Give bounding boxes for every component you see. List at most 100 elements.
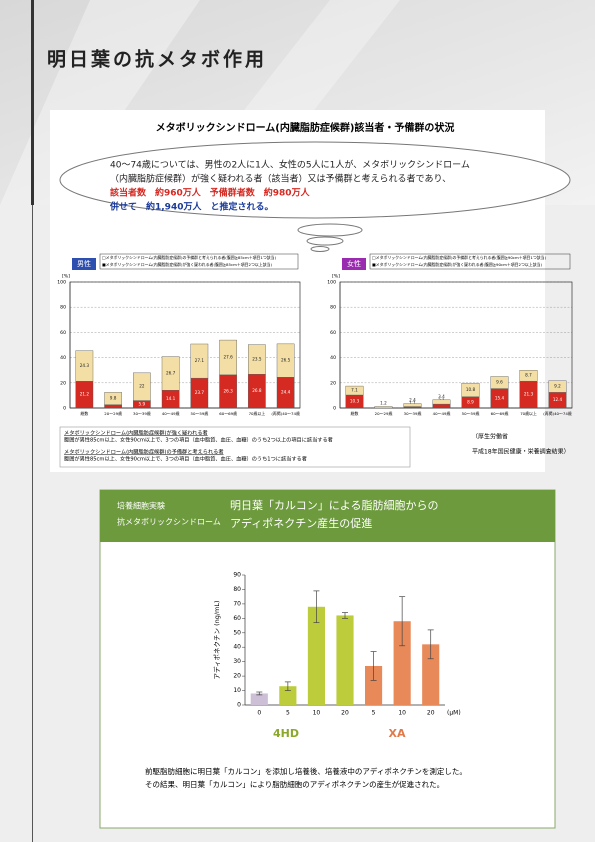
legend-entry: □メタボリックシンドローム(内臓脂肪症候群)の予備群と考えられる者(腹囲≧85c… [102, 255, 277, 260]
y-tick-label: 20 [60, 380, 66, 386]
x-tick-label: 70歳以上 [249, 411, 266, 416]
data-label: 10.3 [350, 399, 360, 404]
data-label: 27.6 [223, 354, 233, 359]
caption: その結果、明日葉「カルコン」により脂肪細胞のアディポネクチンの産生が促進された。 [145, 779, 444, 789]
data-label: 9.8 [110, 396, 117, 401]
bar-segment [161, 356, 180, 391]
legend-entry: ■メタボリックシンドローム(内臓脂肪症候群)が強く疑われる者(腹囲≧85cm＋項… [102, 262, 272, 267]
data-label: 21.2 [80, 392, 90, 397]
y-tick-label: 0 [333, 406, 336, 412]
data-label: 22 [139, 384, 145, 389]
header-rule [31, 0, 34, 205]
y-axis-label: アディポネクチン (ng/mL) [212, 600, 221, 679]
data-label: 27.1 [195, 358, 205, 363]
bar-segment [75, 350, 94, 382]
bar-segment [432, 403, 451, 409]
bar-segment [276, 343, 295, 378]
x-tick-label: 60〜69歳 [491, 411, 509, 416]
x-tick-label: 総数 [80, 411, 88, 416]
experiment-tag: 培養細胞実験 [117, 501, 165, 511]
x-tick-label: 40〜49歳 [433, 411, 451, 416]
x-tick-label: 20 [341, 710, 349, 717]
bar-segment [190, 343, 209, 379]
bar [250, 693, 268, 705]
bar [365, 666, 383, 705]
data-label: 1.1 [409, 401, 416, 406]
bar-segment [104, 404, 122, 409]
data-label: 1.2 [380, 400, 387, 405]
x-tick-label: 総数 [351, 411, 359, 416]
source: （厚生労働省 [472, 433, 508, 441]
bar [307, 606, 325, 705]
plot-frame [339, 281, 573, 409]
source: 平成18年国民健康・栄養調査結果） [472, 448, 570, 456]
data-label: 5.9 [139, 401, 146, 406]
data-label: 26.3 [223, 388, 233, 393]
bar-segment [374, 406, 393, 409]
x-tick-label: 30〜39歳 [133, 411, 151, 416]
note: メタボリックシンドローム(内臓脂肪症候群)が強く疑われる者 [64, 429, 208, 437]
cloud [59, 141, 571, 252]
y-tick-label: 40 [330, 355, 336, 361]
y-axis-label: [%] [332, 274, 340, 280]
bar-segment [248, 344, 266, 375]
y-tick-label: 40 [233, 644, 241, 651]
note: メタボリックシンドローム(内臓脂肪症候群)の予備群と考えられる者 [64, 448, 224, 456]
page-title: 明日葉の抗メタボ作用 [47, 48, 267, 71]
data-label: 8.9 [467, 399, 474, 404]
x-tick-label: (再掲)40〜74歳 [271, 411, 300, 416]
y-tick-label: 80 [60, 305, 66, 311]
x-tick-label: 5 [372, 710, 376, 717]
survey-title: メタボリックシンドローム(内臓脂肪症候群)該当者・予備群の状況 [156, 121, 455, 134]
y-tick-label: 60 [233, 615, 241, 622]
x-tick-label: 0 [257, 710, 261, 717]
data-label: 9.2 [554, 384, 561, 389]
data-label: 15.4 [495, 395, 505, 400]
bar [422, 644, 440, 705]
note: 腹囲が男性85cm以上、女性90cm以上で、3つの項目（血中脂質、血圧、血糖）の… [64, 455, 307, 463]
x-tick-label: 5 [286, 710, 290, 717]
y-tick-label: 40 [60, 355, 66, 361]
bar-segment [219, 339, 237, 376]
x-tick-label: 20〜29歳 [104, 411, 122, 416]
data-label: 26.7 [166, 370, 176, 375]
x-tick-label: (再掲)40〜74歳 [543, 411, 572, 416]
x-tick-label: 50〜59歳 [462, 411, 480, 416]
bar-segment [519, 370, 538, 382]
caption: 前駆脂肪細胞に明日葉「カルコン」を添加し培養後、培養液中のアディポネクチンを測定… [145, 766, 467, 776]
experiment-tag: 抗メタボリックシンドローム [117, 517, 221, 527]
data-label: 21.3 [524, 392, 534, 397]
badge [342, 258, 366, 270]
data-label: 2.4 [409, 398, 416, 403]
data-label: 24.3 [80, 363, 90, 368]
badge-text: 女性 [347, 259, 361, 268]
y-tick-label: 60 [330, 330, 336, 336]
y-tick-label: 90 [233, 572, 241, 579]
experiment-heading: 明日葉「カルコン」による脂肪細胞からの [230, 498, 438, 512]
x-tick-label: 30〜39歳 [404, 411, 422, 416]
summary-line: （内臓脂肪症候群）が強く疑われる者（該当者）又は予備群と考えられる者であり、 [110, 173, 451, 185]
x-tick-label: 20〜29歳 [375, 411, 393, 416]
plot-frame [69, 281, 301, 409]
badge-text: 男性 [77, 259, 91, 268]
bar-segment [403, 403, 422, 407]
bar-segment [490, 376, 509, 389]
data-label: 23.7 [195, 390, 205, 395]
y-tick-label: 20 [233, 673, 241, 680]
x-tick-label: 10 [398, 710, 406, 717]
data-label: 3.4 [438, 394, 445, 399]
bar-segment [133, 372, 151, 401]
y-tick-label: 30 [233, 658, 241, 665]
unit-label: (μM) [447, 710, 461, 717]
x-tick-label: 40〜49歳 [162, 411, 180, 416]
y-tick-label: 10 [233, 687, 241, 694]
experiment-heading: アディポネクチン産生の促進 [230, 516, 372, 530]
y-axis-label: [%] [62, 274, 70, 280]
experiment-panel [99, 489, 556, 829]
data-label: 26.8 [252, 388, 262, 393]
legend-box [99, 253, 299, 270]
note: 腹囲が男性85cm以上、女性90cm以上で、3つの項目（血中脂質、血圧、血糖）の… [64, 436, 333, 444]
y-tick-label: 80 [233, 586, 241, 593]
x-tick-label: 60〜69歳 [219, 411, 237, 416]
